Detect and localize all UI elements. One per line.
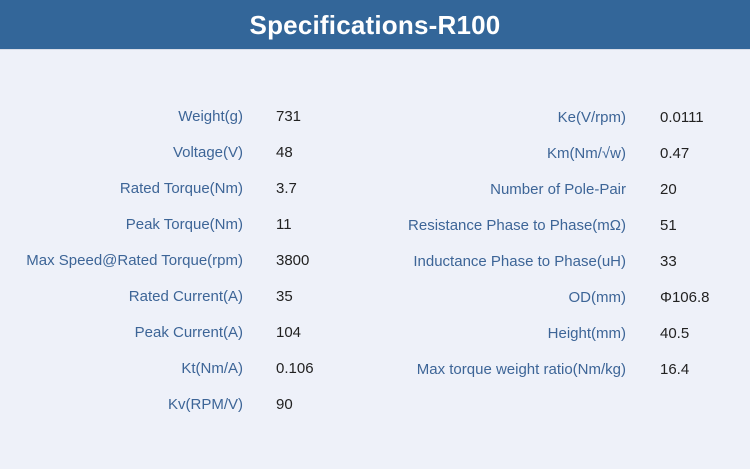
spec-value: 35 <box>276 287 293 305</box>
spec-label: Kt(Nm/A) <box>181 359 243 377</box>
spec-label: Inductance Phase to Phase(uH) <box>413 252 626 270</box>
spec-row: Kt(Nm/A) 0.106 <box>0 350 314 386</box>
header-bar: Specifications-R100 <box>0 0 750 50</box>
spec-row: OD(mm) Φ106.8 <box>360 279 710 315</box>
spec-value: 731 <box>276 107 302 125</box>
spec-value: 3.7 <box>276 179 297 197</box>
spec-row: Peak Torque(Nm) 11 <box>0 206 314 242</box>
spec-value: 0.106 <box>276 359 314 377</box>
spec-row: Ke(V/rpm) 0.0111 <box>360 99 710 135</box>
spec-row: Number of Pole-Pair 20 <box>360 171 710 207</box>
spec-row: Inductance Phase to Phase(uH) 33 <box>360 243 710 279</box>
spec-label: OD(mm) <box>568 288 626 306</box>
spec-label: Rated Torque(Nm) <box>119 179 243 197</box>
spec-value: 90 <box>276 395 293 413</box>
spec-label: Max torque weight ratio(Nm/kg) <box>416 360 626 378</box>
spec-label: Km(Nm/√w) <box>546 144 626 162</box>
spec-value: 51 <box>660 216 677 234</box>
spec-row: Km(Nm/√w) 0.47 <box>360 135 710 171</box>
spec-label: Number of Pole-Pair <box>490 180 626 198</box>
spec-row: Voltage(V) 48 <box>0 134 314 170</box>
page-title: Specifications-R100 <box>249 10 501 40</box>
spec-label: Peak Current(A) <box>134 323 243 341</box>
left-spec-column: Weight(g) 731 Voltage(V) 48 Rated Torque… <box>0 98 314 422</box>
spec-label: Kv(RPM/V) <box>168 395 243 413</box>
spec-value: 40.5 <box>660 324 690 342</box>
spec-row: Weight(g) 731 <box>0 98 314 134</box>
spec-row: Rated Torque(Nm) 3.7 <box>0 170 314 206</box>
spec-value: 11 <box>276 215 292 233</box>
spec-label: Peak Torque(Nm) <box>125 215 243 233</box>
spec-row: Rated Current(A) 35 <box>0 278 314 314</box>
spec-value: 20 <box>660 180 677 198</box>
spec-row: Resistance Phase to Phase(mΩ) 51 <box>360 207 710 243</box>
spec-row: Kv(RPM/V) 90 <box>0 386 314 422</box>
spec-row: Height(mm) 40.5 <box>360 315 710 351</box>
spec-row: Max torque weight ratio(Nm/kg) 16.4 <box>360 351 710 387</box>
spec-label: Resistance Phase to Phase(mΩ) <box>408 216 626 234</box>
spec-value: 48 <box>276 143 293 161</box>
right-spec-column: Ke(V/rpm) 0.0111 Km(Nm/√w) 0.47 Number o… <box>360 99 710 387</box>
spec-label: Max Speed@Rated Torque(rpm) <box>26 251 243 269</box>
spec-value: 3800 <box>276 251 310 269</box>
spec-label: Ke(V/rpm) <box>557 108 626 126</box>
spec-value: 16.4 <box>660 360 690 378</box>
spec-label: Voltage(V) <box>172 143 243 161</box>
spec-row: Peak Current(A) 104 <box>0 314 314 350</box>
spec-row: Max Speed@Rated Torque(rpm) 3800 <box>0 242 314 278</box>
spec-value: 0.47 <box>660 144 690 162</box>
spec-label: Weight(g) <box>178 107 243 125</box>
spec-value: Φ106.8 <box>660 288 710 306</box>
spec-value: 0.0111 <box>660 108 704 126</box>
spec-value: 104 <box>276 323 302 341</box>
spec-value: 33 <box>660 252 677 270</box>
spec-label: Height(mm) <box>547 324 626 342</box>
spec-label: Rated Current(A) <box>128 287 243 305</box>
